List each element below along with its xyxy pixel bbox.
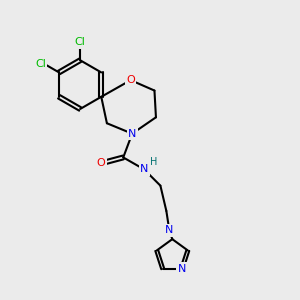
Text: N: N <box>165 225 173 235</box>
Text: N: N <box>178 264 186 274</box>
Text: O: O <box>126 75 135 85</box>
Text: N: N <box>140 164 148 174</box>
Text: N: N <box>128 129 136 139</box>
Text: Cl: Cl <box>75 38 86 47</box>
Text: O: O <box>97 158 105 168</box>
Text: Cl: Cl <box>35 58 46 68</box>
Text: H: H <box>150 157 157 167</box>
